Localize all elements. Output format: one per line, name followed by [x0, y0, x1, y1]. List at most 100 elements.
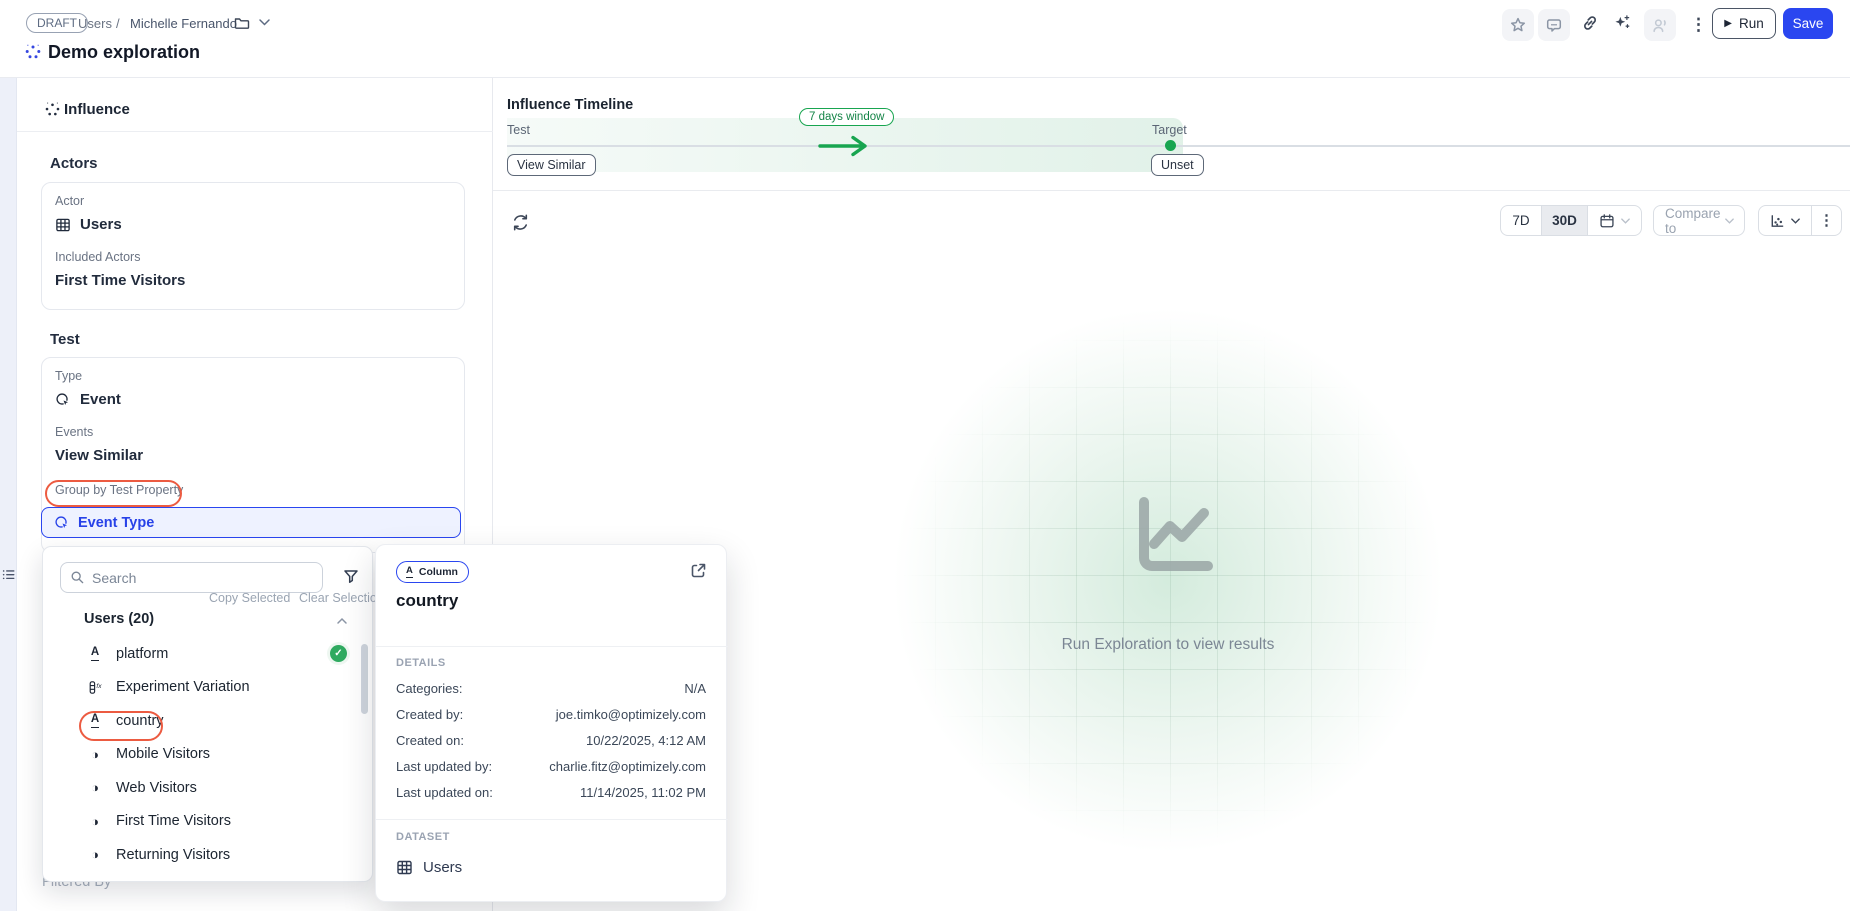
- timeline-axis-line: [507, 145, 1850, 147]
- function-column-icon: fx: [87, 680, 103, 695]
- detail-row: Created on: 10/22/2025, 4:12 AM: [376, 727, 728, 753]
- list-item-label: Experiment Variation: [116, 679, 250, 696]
- copy-link-icon[interactable]: [1580, 13, 1600, 33]
- run-button[interactable]: ▶ Run: [1712, 8, 1776, 39]
- dataset-value-label: Users: [423, 859, 463, 876]
- page-title: Demo exploration: [48, 42, 201, 62]
- dataset-section-header: DATASET: [396, 831, 450, 843]
- window-size-pill: 7 days window: [799, 108, 895, 126]
- outline-list-icon[interactable]: [1, 567, 16, 582]
- breadcrumb-page[interactable]: Michelle Fernando: [130, 16, 237, 31]
- list-item-mobile-visitors[interactable]: ◑ Mobile Visitors: [43, 738, 374, 772]
- influence-exploration-icon: [24, 43, 42, 61]
- copy-selected-link[interactable]: Copy Selected: [209, 591, 291, 605]
- filter-funnel-icon[interactable]: [342, 567, 360, 585]
- details-section-header: DETAILS: [396, 657, 446, 669]
- divider: [493, 190, 1850, 191]
- refresh-icon[interactable]: [511, 213, 530, 232]
- chevron-down-icon: [1620, 217, 1631, 225]
- detail-label: Last updated by:: [396, 758, 493, 774]
- list-item-country[interactable]: A country: [43, 704, 374, 738]
- background-glow: [888, 303, 1448, 858]
- detail-value: 11/14/2025, 11:02 PM: [579, 784, 706, 800]
- open-external-icon[interactable]: [689, 561, 708, 580]
- save-button[interactable]: Save: [1783, 8, 1833, 39]
- clear-selection-link[interactable]: Clear Selection: [299, 591, 384, 605]
- share-users-button[interactable]: [1644, 9, 1676, 41]
- list-item-platform[interactable]: A platform ✓: [43, 637, 374, 671]
- group-header-users[interactable]: Users (20): [84, 611, 155, 627]
- header-more-menu[interactable]: ⋮: [1690, 15, 1707, 34]
- list-item-first-time-visitors[interactable]: ◑ First Time Visitors: [43, 805, 374, 839]
- actor-value-label: Users: [80, 216, 122, 233]
- actor-value[interactable]: Users: [55, 216, 122, 233]
- chart-type-button[interactable]: [1759, 206, 1811, 235]
- segment-type-icon: ◑: [91, 847, 99, 863]
- dataset-grid-icon: [55, 217, 71, 233]
- event-icon: [55, 392, 71, 408]
- event-icon: [54, 515, 70, 531]
- included-actors-value-label: First Time Visitors: [55, 272, 186, 289]
- property-list: A platform ✓ fx Experiment Variation A c…: [43, 637, 374, 872]
- chart-more-menu[interactable]: ⋮: [1811, 206, 1841, 235]
- search-input[interactable]: [92, 569, 292, 586]
- view-similar-chip-label: View Similar: [517, 158, 586, 172]
- line-chart-icon: [1118, 488, 1222, 592]
- list-item-label: First Time Visitors: [116, 813, 231, 830]
- group-by-property-field[interactable]: Event Type: [41, 507, 461, 538]
- target-point[interactable]: [1165, 140, 1176, 151]
- actors-section-label: Actors: [50, 155, 98, 172]
- segment-type-icon: ◑: [91, 780, 99, 796]
- influence-panel-icon: [44, 101, 61, 118]
- type-value[interactable]: Event: [55, 391, 121, 408]
- text-type-icon: A: [87, 646, 103, 661]
- calendar-range-button[interactable]: [1587, 206, 1641, 235]
- test-section-label: Test: [50, 331, 80, 348]
- unset-target-chip[interactable]: Unset: [1151, 154, 1204, 176]
- list-item-label: platform: [116, 645, 169, 662]
- list-item-web-visitors[interactable]: ◑ Web Visitors: [43, 771, 374, 805]
- actors-card: Actor Users Included Actors First Time V…: [41, 182, 465, 310]
- chevron-down-icon[interactable]: [258, 18, 271, 27]
- list-item-returning-visitors[interactable]: ◑ Returning Visitors: [43, 838, 374, 872]
- comments-button[interactable]: [1538, 9, 1570, 41]
- unset-chip-label: Unset: [1161, 158, 1194, 172]
- ai-sparkles-icon[interactable]: [1612, 13, 1632, 33]
- play-icon: ▶: [1724, 18, 1732, 29]
- breadcrumb-section[interactable]: Users: [78, 16, 112, 31]
- list-item-experiment-variation[interactable]: fx Experiment Variation: [43, 671, 374, 705]
- compare-to-dropdown[interactable]: Compare to: [1653, 205, 1745, 236]
- dropdown-scrollbar[interactable]: [361, 644, 368, 714]
- date-range-segmented-control: 7D 30D: [1500, 205, 1642, 236]
- folder-icon[interactable]: [233, 14, 250, 31]
- detail-row: Last updated by: charlie.fitz@optimizely…: [376, 753, 728, 779]
- group-by-value-label: Event Type: [78, 514, 155, 531]
- compare-to-label: Compare to: [1665, 205, 1721, 236]
- detail-label: Categories:: [396, 680, 463, 696]
- actor-label: Actor: [55, 194, 85, 208]
- events-value[interactable]: View Similar: [55, 447, 143, 464]
- breadcrumb-separator: /: [116, 16, 120, 31]
- timeline-target-label: Target: [1152, 123, 1187, 137]
- timeline-title: Influence Timeline: [507, 97, 634, 113]
- included-actors-value[interactable]: First Time Visitors: [55, 272, 185, 289]
- view-similar-chip[interactable]: View Similar: [507, 154, 596, 176]
- collapse-caret-icon[interactable]: [336, 617, 348, 625]
- list-item-label: Mobile Visitors: [116, 746, 211, 763]
- range-30d-button[interactable]: 30D: [1541, 206, 1587, 235]
- popup-title: country: [396, 591, 459, 610]
- favorite-button[interactable]: [1502, 9, 1534, 41]
- column-badge-label: Column: [418, 566, 458, 578]
- range-7d-button[interactable]: 7D: [1512, 213, 1530, 228]
- detail-value: 10/22/2025, 4:12 AM: [586, 732, 706, 748]
- dataset-users-row[interactable]: Users: [396, 859, 462, 876]
- detail-row: Created by: joe.timko@optimizely.com: [376, 701, 728, 727]
- app-header: DRAFT Users / Michelle Fernando Demo exp…: [0, 0, 1850, 78]
- column-type-badge: A Column: [396, 561, 469, 583]
- save-button-label: Save: [1792, 16, 1824, 31]
- main-area: Influence Timeline Test Target 7 days wi…: [493, 78, 1850, 911]
- detail-label: Last updated on:: [396, 784, 493, 800]
- events-value-label: View Similar: [55, 447, 144, 464]
- draft-status-badge: DRAFT: [26, 13, 88, 33]
